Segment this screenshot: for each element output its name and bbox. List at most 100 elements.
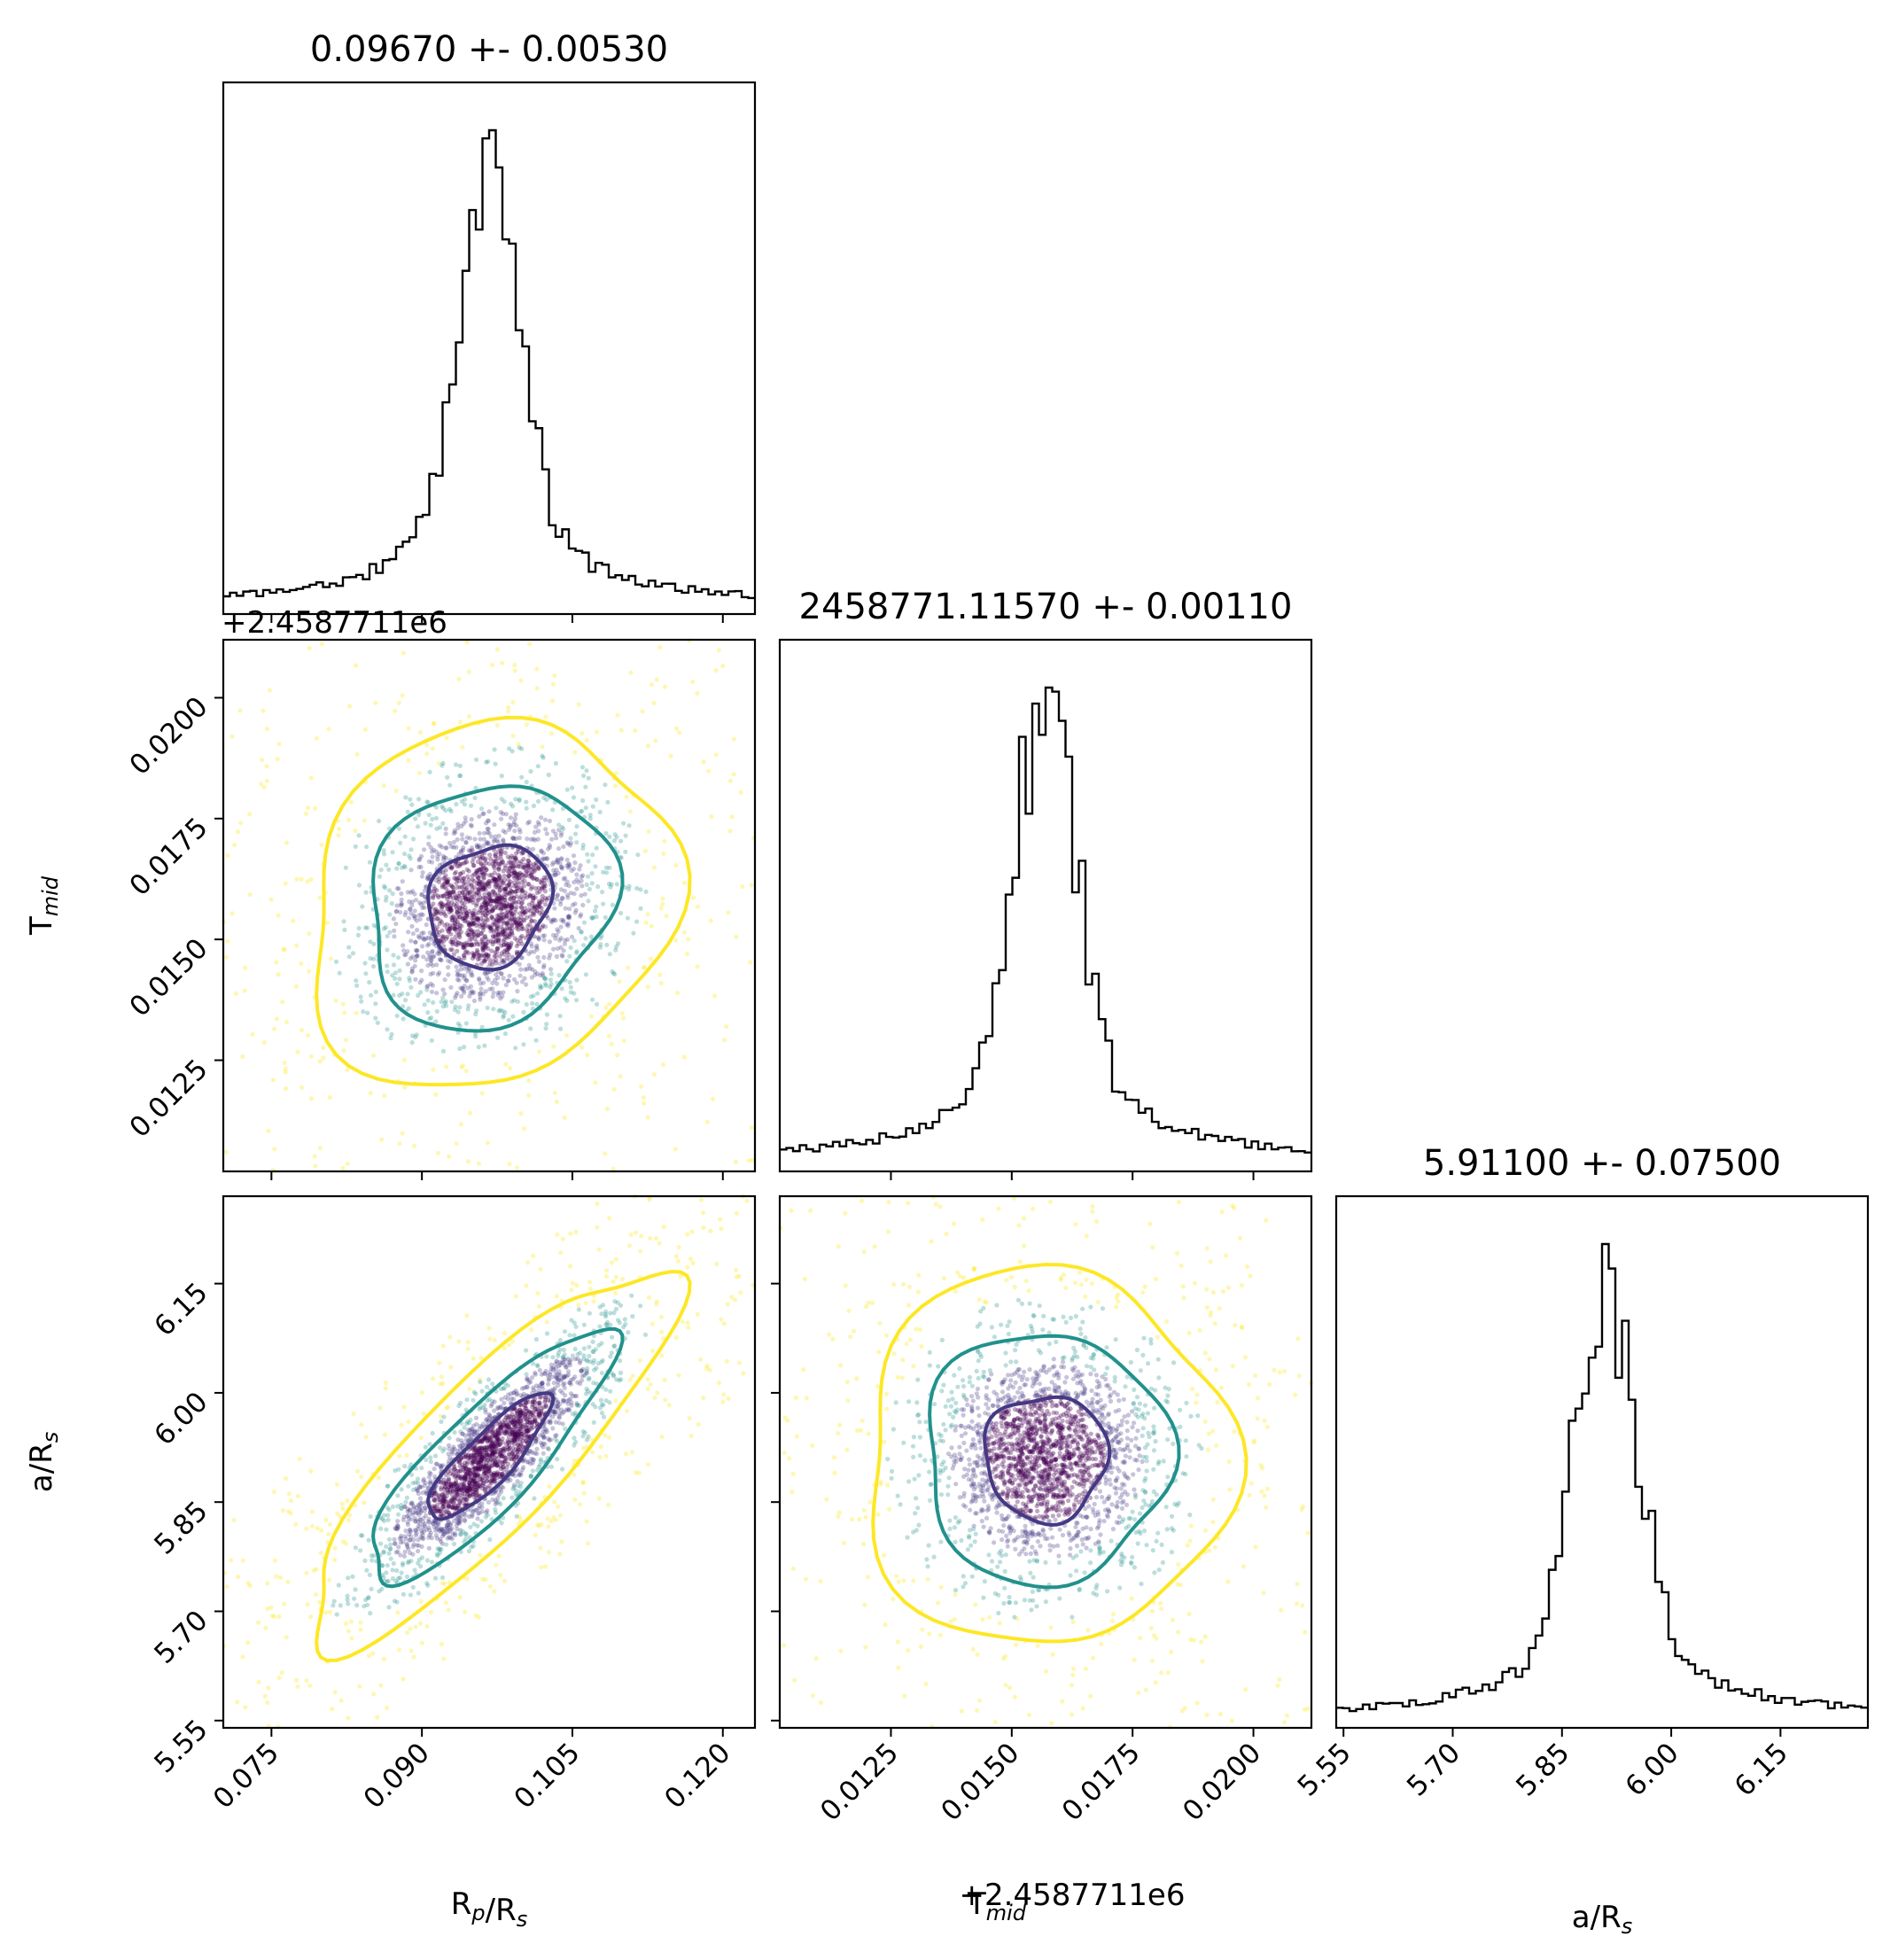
- scatter-point: [266, 1685, 271, 1691]
- scatter-point: [439, 1541, 445, 1546]
- scatter-point: [597, 1455, 603, 1460]
- scatter-point: [447, 890, 453, 896]
- scatter-point: [444, 1064, 449, 1069]
- scatter-point: [283, 1069, 288, 1075]
- scatter-point: [417, 1521, 423, 1527]
- scatter-point: [624, 794, 629, 799]
- scatter-point: [440, 1004, 446, 1009]
- scatter-point: [348, 1619, 354, 1624]
- scatter-point: [425, 950, 431, 955]
- scatter-point: [579, 929, 584, 935]
- scatter-point: [564, 1032, 570, 1038]
- scatter-point: [462, 944, 467, 949]
- scatter-point: [510, 836, 517, 841]
- scatter-point: [648, 1382, 653, 1388]
- scatter-point: [444, 1542, 449, 1547]
- scatter-point: [496, 1553, 502, 1559]
- scatter-point: [490, 889, 495, 895]
- scatter-point: [568, 840, 574, 845]
- scatter-point: [510, 865, 516, 870]
- scatter-point: [368, 939, 373, 945]
- scatter-point: [484, 867, 489, 873]
- scatter-point: [399, 901, 404, 906]
- scatter-point: [724, 1358, 729, 1364]
- scatter-point: [500, 930, 505, 936]
- scatter-point: [499, 1452, 504, 1458]
- scatter-point: [484, 916, 489, 922]
- scatter-point: [490, 922, 496, 927]
- scatter-point: [426, 841, 432, 847]
- scatter-point: [385, 1705, 390, 1710]
- scatter-point: [299, 876, 304, 882]
- scatter-point: [425, 1583, 431, 1588]
- scatter-point: [493, 950, 498, 955]
- scatter-point: [507, 869, 512, 875]
- scatter-point: [317, 1146, 323, 1151]
- scatter-point: [337, 970, 342, 976]
- scatter-point: [570, 785, 575, 790]
- scatter-point: [519, 933, 525, 939]
- scatter-point: [590, 997, 595, 1002]
- scatter-point: [572, 910, 578, 915]
- scatter-point: [548, 731, 555, 736]
- scatter-point: [476, 1045, 481, 1050]
- scatter-point: [496, 865, 502, 870]
- scatter-point: [560, 953, 565, 959]
- scatter-point: [566, 817, 572, 823]
- scatter-point: [547, 1484, 552, 1489]
- scatter-point: [283, 1476, 289, 1482]
- scatter-point: [492, 1408, 497, 1413]
- scatter-point: [579, 893, 584, 898]
- scatter-point: [494, 805, 499, 811]
- scatter-point: [447, 905, 453, 910]
- scatter-point: [482, 1043, 487, 1048]
- scatter-point: [550, 1355, 556, 1360]
- scatter-point: [423, 1444, 428, 1450]
- scatter-point: [345, 1161, 350, 1166]
- scatter-point: [500, 993, 505, 999]
- scatter-point: [471, 932, 477, 937]
- scatter-point: [532, 949, 537, 954]
- scatter-point: [443, 873, 448, 878]
- scatter-point: [468, 848, 473, 854]
- scatter-point: [495, 876, 501, 882]
- scatter-point: [532, 868, 537, 874]
- scatter-point: [397, 968, 402, 973]
- scatter-point: [695, 904, 701, 909]
- scatter-point: [526, 1433, 532, 1439]
- scatter-point: [541, 923, 546, 929]
- scatter-point: [386, 1536, 392, 1542]
- scatter-point: [510, 1450, 515, 1455]
- scatter-point: [493, 1455, 499, 1460]
- scatter-point: [507, 746, 512, 751]
- scatter-point: [524, 982, 529, 987]
- scatter-point: [524, 780, 529, 785]
- scatter-point: [494, 926, 500, 931]
- scatter-point: [477, 1510, 482, 1515]
- scatter-point: [345, 1498, 350, 1504]
- scatter-point: [543, 896, 548, 901]
- scatter-point: [381, 782, 386, 789]
- scatter-point: [571, 1376, 576, 1381]
- scatter-point: [469, 972, 474, 977]
- scatter-point: [567, 979, 572, 985]
- scatter-point: [636, 1470, 642, 1475]
- scatter-point: [233, 991, 238, 996]
- scatter-point: [645, 984, 650, 990]
- scatter-point: [480, 896, 486, 901]
- scatter-point: [332, 1690, 338, 1695]
- scatter-point: [618, 1074, 623, 1079]
- scatter-point: [597, 809, 603, 815]
- scatter-point: [492, 922, 497, 928]
- scatter-point: [521, 1009, 526, 1015]
- scatter-point: [565, 923, 571, 929]
- scatter-point: [415, 1476, 421, 1482]
- scatter-point: [663, 1397, 668, 1403]
- scatter-point: [504, 922, 510, 927]
- scatter-point: [485, 975, 490, 980]
- scatter-point: [529, 975, 535, 980]
- scatter-point: [519, 880, 525, 885]
- scatter-point: [617, 1358, 623, 1364]
- scatter-point: [402, 852, 408, 857]
- scatter-point: [426, 1545, 432, 1551]
